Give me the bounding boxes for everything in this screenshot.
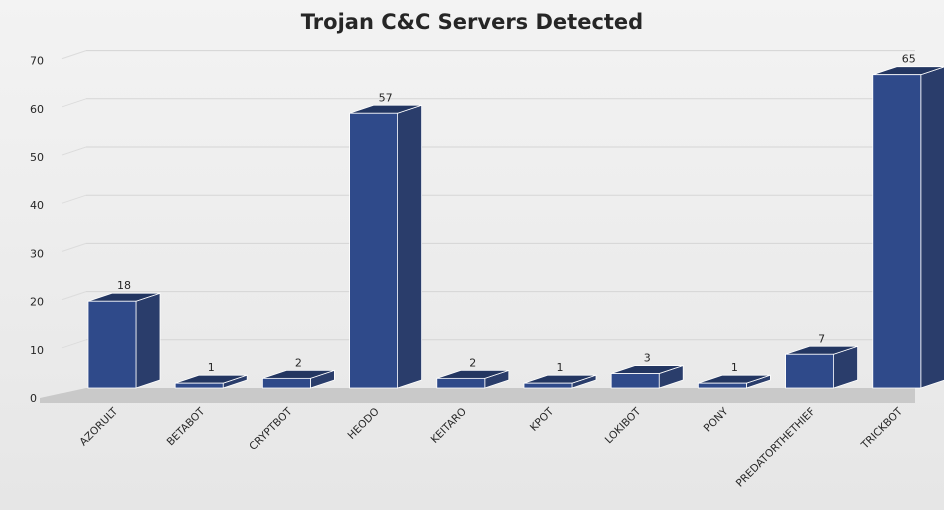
y-tick-label: 10 xyxy=(30,344,44,357)
bars: 18 1 2 57 2 1 3 1 7 65 xyxy=(87,53,944,389)
bar: 18 xyxy=(87,279,161,389)
bar-front xyxy=(872,74,922,389)
x-tick-label: PONY xyxy=(702,405,731,434)
bar: 7 xyxy=(785,332,858,389)
y-tick-label: 70 xyxy=(30,55,44,68)
bar: 1 xyxy=(174,361,248,389)
bar-front xyxy=(698,382,747,389)
gridline-side xyxy=(61,291,87,301)
gridlines xyxy=(61,50,915,349)
bar: 1 xyxy=(523,361,597,389)
x-tick-label: CRYPTBOT xyxy=(247,405,295,453)
bar-front xyxy=(610,373,660,389)
x-tick-label: AZORULT xyxy=(77,405,120,448)
bar: 2 xyxy=(436,356,510,389)
gridline-side xyxy=(61,194,87,204)
y-tick-label: 60 xyxy=(30,103,44,116)
bar-front xyxy=(174,382,224,389)
data-label: 1 xyxy=(208,361,215,374)
x-tick-label: KPOT xyxy=(528,405,557,434)
bar-front xyxy=(785,353,834,389)
bar: 3 xyxy=(610,352,684,389)
x-tick-label: BETABOT xyxy=(165,405,208,448)
bar-front xyxy=(87,300,137,389)
gridline-side xyxy=(61,146,87,156)
bar-front xyxy=(436,377,486,389)
y-tick-label: 0 xyxy=(30,392,37,405)
y-tick-label: 30 xyxy=(30,247,44,260)
gridline-side xyxy=(61,339,87,349)
bar: 1 xyxy=(698,361,771,389)
x-tick-label: KEITARO xyxy=(429,406,469,446)
data-label: 1 xyxy=(557,361,564,374)
x-tick-label: HEODO xyxy=(346,406,382,442)
data-label: 65 xyxy=(902,53,916,66)
gridline-side xyxy=(61,242,87,252)
bar: 2 xyxy=(261,356,335,389)
x-tick-label: TRICKBOT xyxy=(858,405,905,452)
y-axis: 0 10 20 30 40 50 60 70 xyxy=(30,55,44,405)
bar-side xyxy=(135,292,161,389)
x-tick-label: PREDATORTHETHIEF xyxy=(734,406,818,490)
x-axis: AZORULT BETABOT CRYPTBOT HEODO KEITARO KPOT LO… xyxy=(77,405,905,489)
data-label: 57 xyxy=(379,91,393,104)
gridline-side xyxy=(61,50,87,60)
y-tick-label: 40 xyxy=(30,199,44,212)
bar-front xyxy=(349,112,399,389)
y-tick-label: 20 xyxy=(30,296,44,309)
bar-side xyxy=(397,104,423,389)
data-label: 2 xyxy=(469,356,476,369)
data-label: 2 xyxy=(295,356,302,369)
data-label: 1 xyxy=(731,361,738,374)
bar-front xyxy=(523,382,573,389)
bar: 65 xyxy=(872,53,944,389)
gridline-side xyxy=(61,98,87,108)
bar: 57 xyxy=(349,91,423,389)
x-tick-label: LOKIBOT xyxy=(603,405,644,446)
data-label: 18 xyxy=(117,279,131,292)
chart-title: Trojan C&C Servers Detected xyxy=(300,10,644,34)
data-label: 3 xyxy=(644,352,651,365)
chart-floor xyxy=(40,388,915,403)
bar-front xyxy=(261,377,311,389)
y-tick-label: 50 xyxy=(30,151,44,164)
bar-side xyxy=(920,66,944,389)
data-label: 7 xyxy=(818,332,825,345)
